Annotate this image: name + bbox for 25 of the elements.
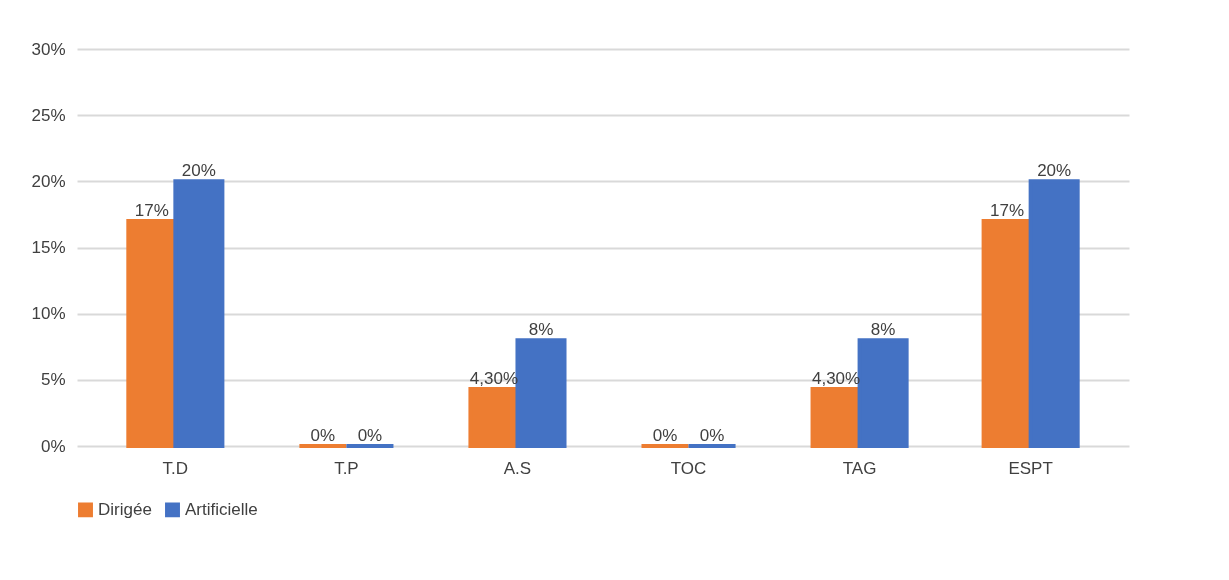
data-label: 20%	[1037, 161, 1072, 181]
data-label: 0%	[357, 426, 383, 445]
y-tick-label: 10%	[31, 304, 66, 324]
legend-label: Artificielle	[185, 499, 258, 519]
x-tick-label: ESPT	[1008, 458, 1053, 478]
x-tick-label: TAG	[842, 458, 877, 478]
data-label: 0%	[699, 426, 725, 445]
y-tick-label: 0%	[40, 436, 66, 456]
y-tick-label: 20%	[31, 171, 66, 191]
data-label: 0%	[652, 426, 678, 445]
x-tick-label: A.S	[503, 458, 532, 478]
y-tick-label: 25%	[31, 105, 66, 125]
x-tick-label: T.D	[162, 458, 189, 478]
data-label: 8%	[528, 320, 554, 340]
x-tick-label: TOC	[670, 458, 707, 478]
data-label: 17%	[990, 201, 1025, 221]
y-tick-label: 15%	[31, 238, 66, 257]
x-tick-label: T.P	[334, 458, 359, 478]
y-tick-label: 5%	[40, 370, 66, 390]
data-label: 0%	[310, 426, 336, 445]
data-label: 20%	[181, 161, 216, 181]
legend-label: Dirigée	[98, 499, 152, 519]
y-tick-label: 30%	[31, 39, 66, 59]
data-label: 8%	[870, 320, 896, 340]
data-label: 17%	[134, 201, 169, 221]
